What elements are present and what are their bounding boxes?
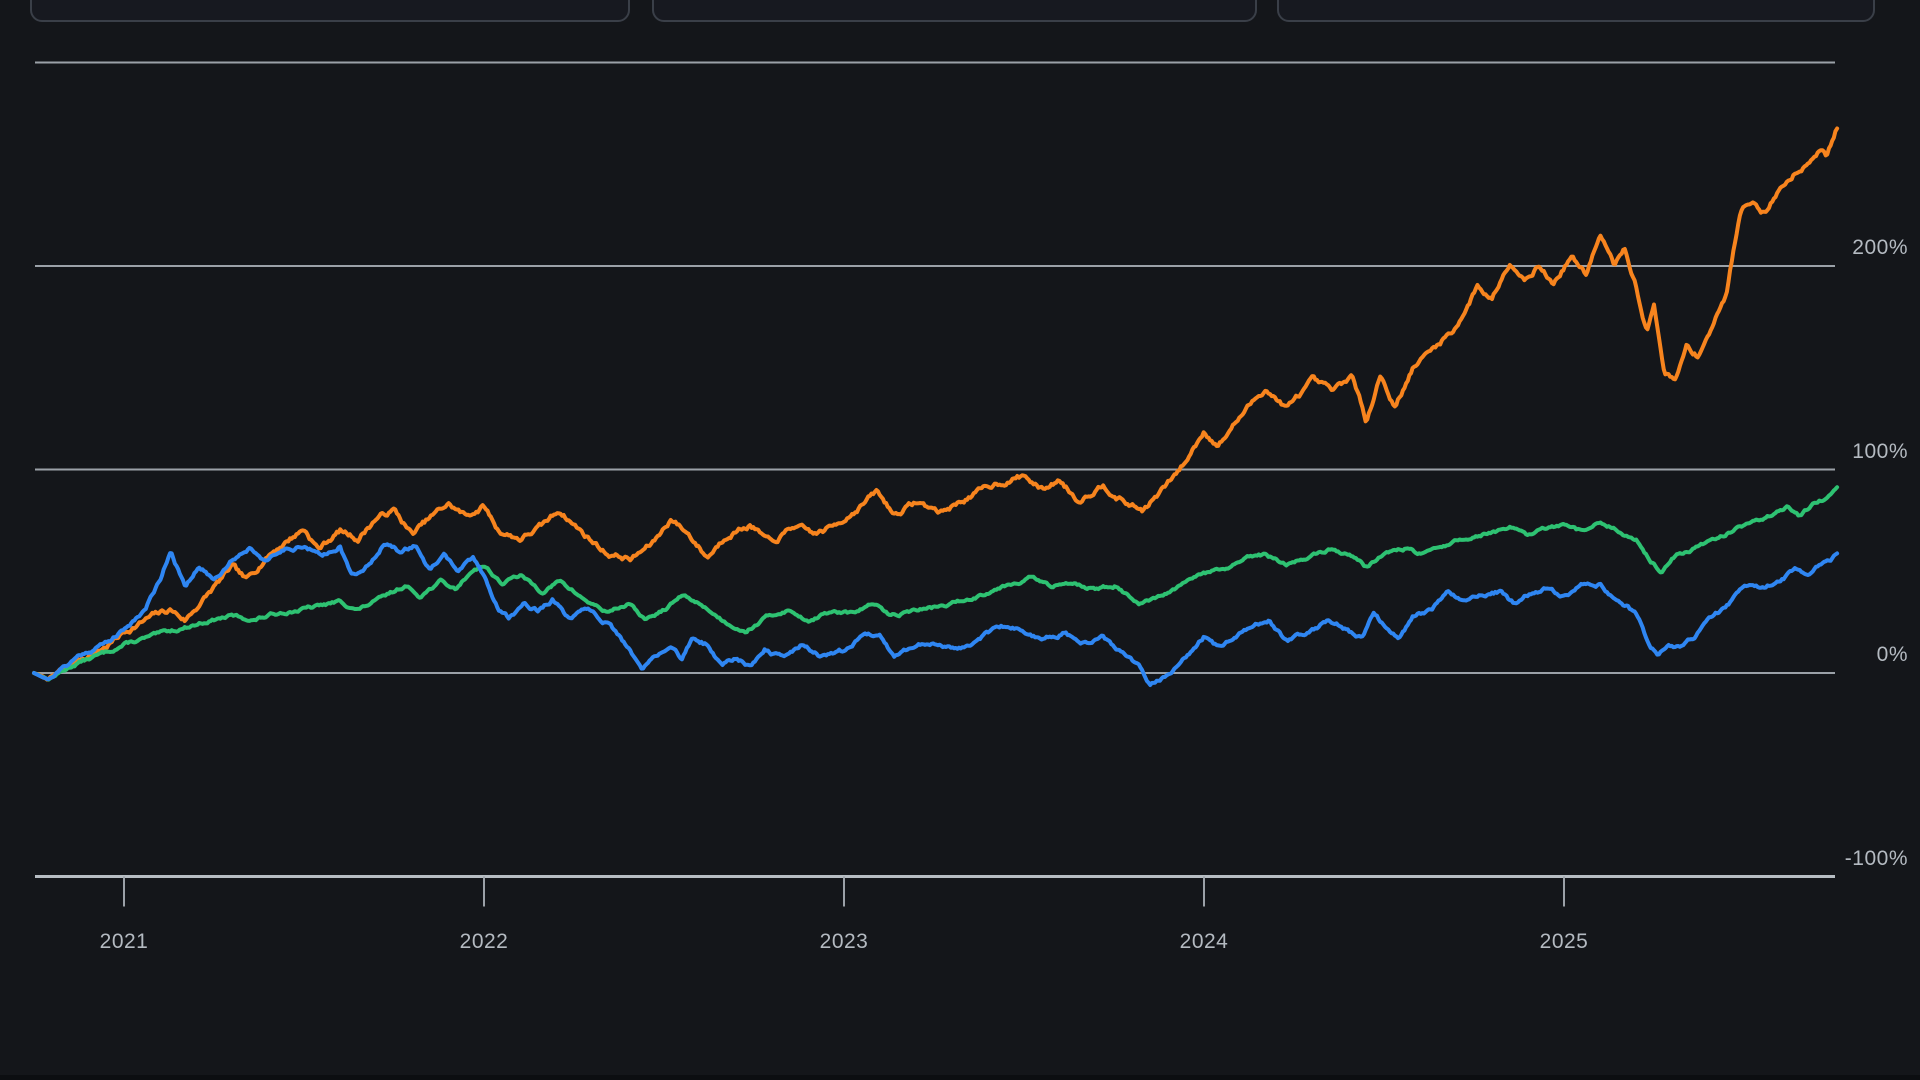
y-axis-label: 0%	[1876, 643, 1908, 666]
summary-card-1[interactable]	[30, 0, 630, 22]
x-axis-label: 2023	[819, 930, 869, 953]
x-axis-label: 2022	[459, 930, 509, 953]
summary-card-3[interactable]	[1277, 0, 1875, 22]
x-axis-label: 2021	[99, 930, 149, 953]
y-axis-label: -100%	[1844, 846, 1908, 870]
summary-card-2[interactable]	[652, 0, 1257, 22]
y-axis-label: 100%	[1852, 439, 1908, 463]
series-line-orange-series[interactable]	[32, 126, 1840, 682]
x-axis-label: 2025	[1539, 930, 1589, 953]
series-line-green-series[interactable]	[32, 485, 1840, 682]
x-axis-label: 2024	[1179, 930, 1229, 953]
window-bottom-edge	[0, 1075, 1920, 1080]
y-axis-label: 200%	[1852, 236, 1908, 259]
series-line-blue-series[interactable]	[32, 542, 1840, 687]
